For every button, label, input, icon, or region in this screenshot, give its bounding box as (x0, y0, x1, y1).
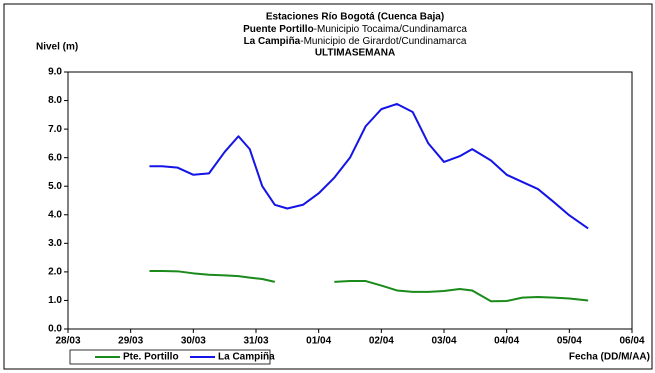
period: ULTIMASEMANA (315, 48, 395, 59)
subtitle: La Campiña-Municipio de Girardot/Cundina… (244, 36, 467, 47)
y-tick-label: 8.0 (48, 95, 62, 106)
y-tick-label: 9.0 (48, 67, 62, 78)
x-axis-label: Fecha (DD/M/AA) (569, 352, 650, 363)
x-tick-label: 30/03 (181, 336, 206, 347)
y-tick-label: 4.0 (48, 209, 62, 220)
x-tick-label: 05/04 (557, 336, 582, 347)
x-tick-label: 06/04 (619, 336, 644, 347)
x-tick-label: 29/03 (118, 336, 143, 347)
y-tick-label: 6.0 (48, 152, 62, 163)
y-tick-label: 2.0 (48, 267, 62, 278)
x-tick-label: 01/04 (306, 336, 331, 347)
y-tick-label: 0.0 (48, 324, 62, 335)
station-name: Puente Portillo (243, 24, 314, 35)
y-axis-label: Nivel (m) (36, 42, 78, 53)
x-tick-label: 04/04 (494, 336, 519, 347)
chart-title: Estaciones Río Bogotá (Cuenca Baja) (266, 12, 444, 23)
series-line (149, 102, 589, 230)
station-desc: -Municipio de Girardot/Cundinamarca (300, 36, 467, 47)
station-desc: -Municipio Tocaima/Cundinamarca (314, 24, 468, 35)
station-name: La Campiña (244, 36, 301, 47)
x-tick-label: 31/03 (243, 336, 268, 347)
x-tick-label: 03/04 (431, 336, 456, 347)
plot-area (67, 71, 633, 330)
y-tick-label: 7.0 (48, 124, 62, 135)
series-line (149, 270, 589, 303)
subtitle: Puente Portillo-Municipio Tocaima/Cundin… (243, 24, 467, 35)
y-tick-label: 1.0 (48, 295, 62, 306)
legend-label: Pte. Portillo (123, 352, 179, 363)
legend (69, 349, 271, 365)
y-tick-label: 5.0 (48, 181, 62, 192)
legend-label: La Campiña (218, 352, 275, 363)
y-tick-label: 3.0 (48, 238, 62, 249)
x-tick-label: 28/03 (55, 336, 80, 347)
x-tick-label: 02/04 (369, 336, 394, 347)
